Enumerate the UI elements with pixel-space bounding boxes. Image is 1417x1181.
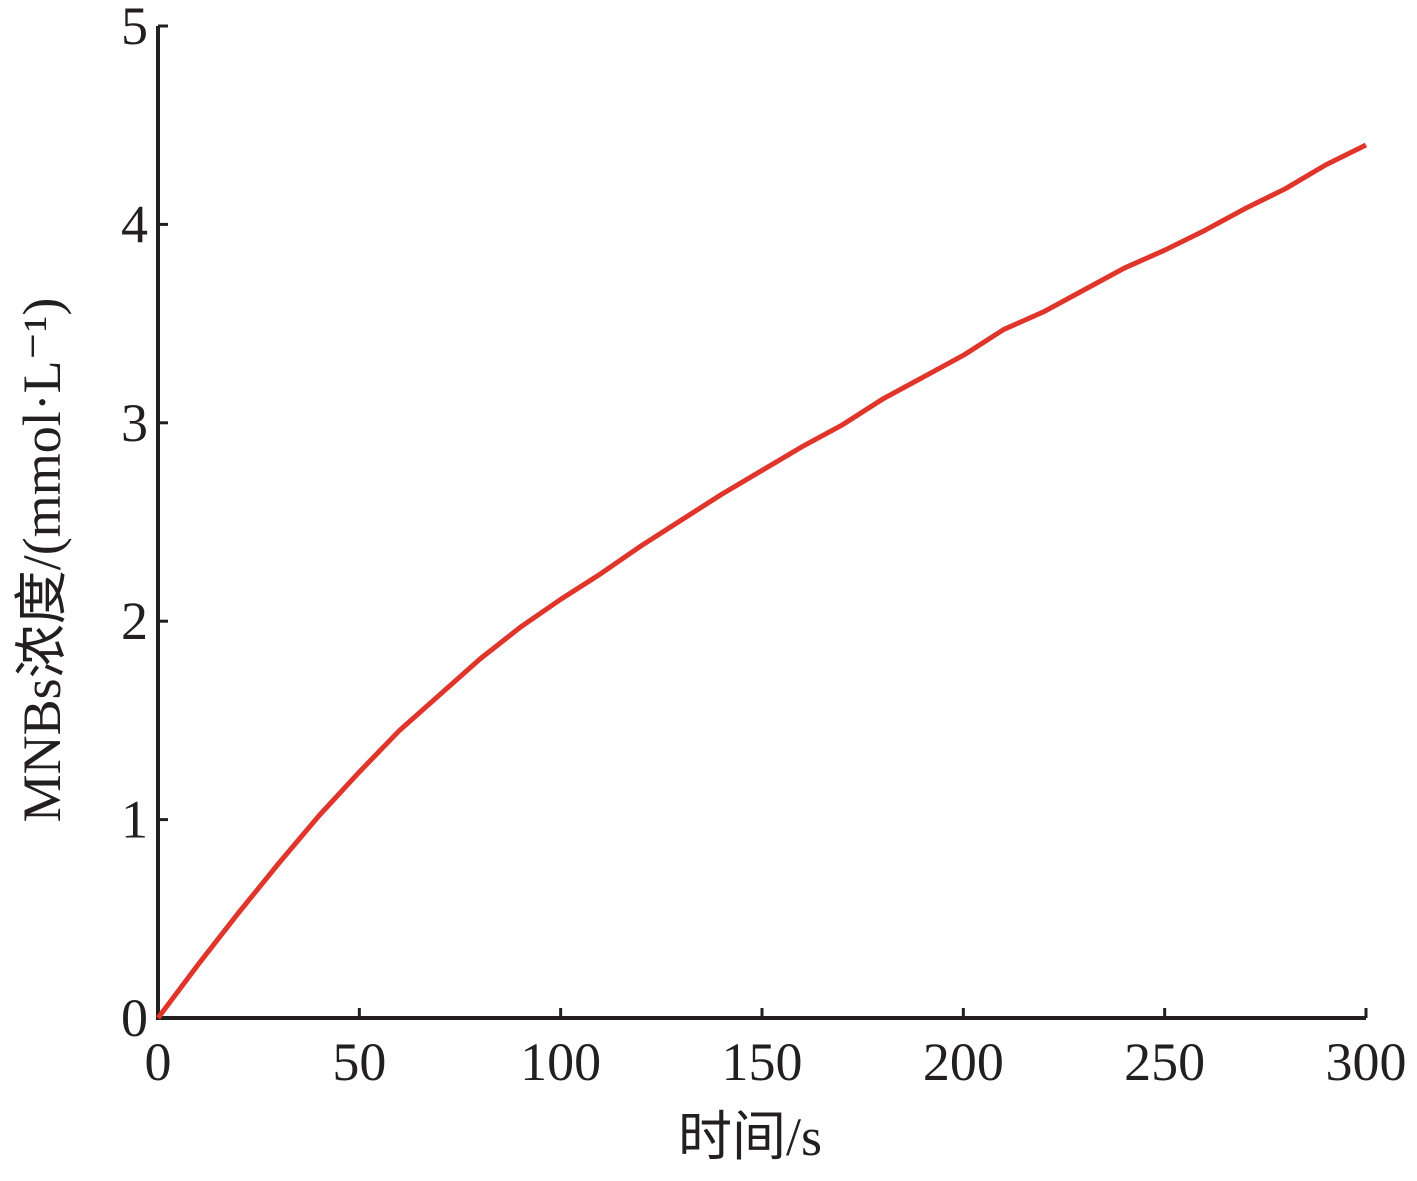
y-tick-label: 0	[121, 988, 148, 1048]
data-line	[156, 142, 1368, 1020]
y-tick-label: 1	[121, 790, 148, 850]
x-tick-label: 250	[1124, 1032, 1205, 1092]
y-tick-label: 3	[121, 393, 148, 453]
y-tick-label: 4	[121, 194, 148, 254]
y-axis-label: MNBs浓度/(mmol·L⁻¹)	[12, 298, 72, 823]
x-tick-label: 0	[145, 1032, 172, 1092]
y-tick-label: 5	[121, 0, 148, 56]
x-tick-label: 50	[332, 1032, 386, 1092]
x-tick-label: 200	[923, 1032, 1004, 1092]
x-axis-label: 时间/s	[678, 1107, 822, 1167]
x-tick-label: 300	[1326, 1032, 1407, 1092]
x-tick-label: 150	[722, 1032, 803, 1092]
y-tick-label: 2	[121, 591, 148, 651]
x-tick-label: 100	[520, 1032, 601, 1092]
